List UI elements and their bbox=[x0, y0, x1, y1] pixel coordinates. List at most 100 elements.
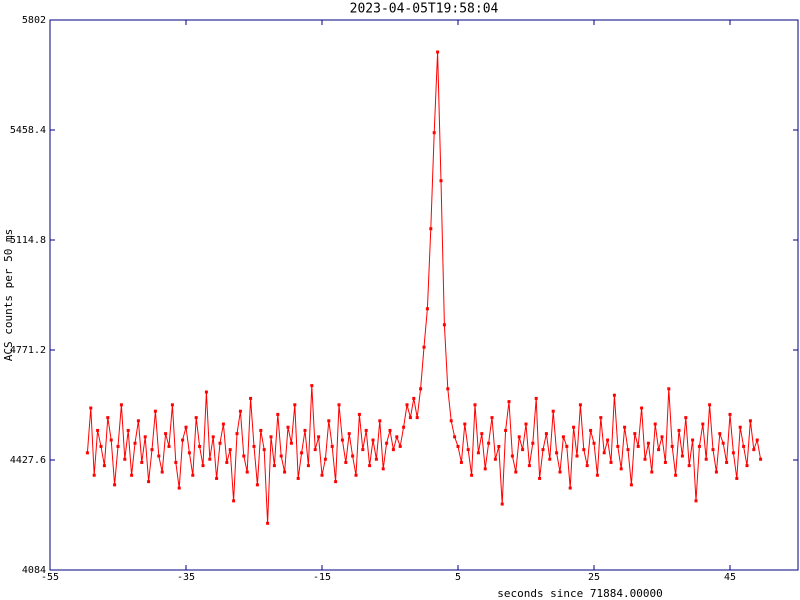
data-point bbox=[463, 422, 467, 426]
data-point bbox=[422, 345, 426, 349]
data-point bbox=[157, 454, 161, 458]
data-point bbox=[412, 396, 416, 400]
data-point bbox=[677, 428, 681, 432]
data-point bbox=[473, 403, 477, 407]
data-point bbox=[589, 428, 593, 432]
data-point bbox=[340, 438, 344, 442]
chart-title: 2023-04-05T19:58:04 bbox=[350, 2, 499, 17]
data-point bbox=[633, 432, 637, 436]
data-point bbox=[755, 438, 759, 442]
data-point bbox=[510, 454, 514, 458]
data-point bbox=[334, 480, 338, 484]
data-point bbox=[170, 403, 174, 407]
data-point bbox=[497, 444, 501, 448]
x-tick-label: -35 bbox=[177, 572, 195, 583]
data-point bbox=[242, 454, 246, 458]
data-point bbox=[143, 435, 147, 439]
data-point bbox=[636, 444, 640, 448]
data-point bbox=[718, 432, 722, 436]
data-point bbox=[330, 444, 334, 448]
data-point bbox=[483, 467, 487, 471]
data-point bbox=[541, 448, 545, 452]
data-point bbox=[361, 448, 365, 452]
data-point bbox=[235, 432, 239, 436]
data-point bbox=[507, 400, 511, 404]
data-point bbox=[470, 473, 474, 477]
data-point bbox=[731, 451, 735, 455]
data-point bbox=[725, 460, 729, 464]
data-point bbox=[449, 419, 453, 423]
data-point bbox=[96, 428, 100, 432]
y-tick-label: 5458.4 bbox=[10, 125, 46, 136]
data-point bbox=[347, 432, 351, 436]
data-point bbox=[544, 432, 548, 436]
data-point bbox=[102, 464, 106, 468]
y-tick-label: 5114.8 bbox=[10, 235, 46, 246]
x-axis-label: seconds since 71884.00000 bbox=[497, 587, 663, 600]
data-point bbox=[565, 444, 569, 448]
data-point bbox=[425, 307, 429, 311]
data-point bbox=[691, 438, 695, 442]
data-point bbox=[708, 403, 712, 407]
data-point bbox=[303, 428, 307, 432]
data-point bbox=[653, 422, 657, 426]
data-point bbox=[130, 473, 134, 477]
data-point bbox=[680, 454, 684, 458]
data-point bbox=[466, 448, 470, 452]
data-point bbox=[534, 396, 538, 400]
data-point bbox=[181, 438, 185, 442]
data-point bbox=[558, 470, 562, 474]
data-point bbox=[92, 473, 96, 477]
data-point bbox=[272, 464, 276, 468]
data-point bbox=[663, 460, 667, 464]
data-point bbox=[106, 416, 110, 420]
data-point bbox=[211, 435, 215, 439]
data-point bbox=[306, 464, 310, 468]
data-point bbox=[728, 412, 732, 416]
data-point bbox=[201, 464, 205, 468]
data-point bbox=[395, 435, 399, 439]
x-tick-label: 25 bbox=[588, 572, 600, 583]
data-point bbox=[752, 448, 756, 452]
data-point bbox=[527, 464, 531, 468]
data-point bbox=[320, 473, 324, 477]
data-point bbox=[759, 457, 763, 461]
data-point bbox=[514, 470, 518, 474]
y-axis-label: ACS counts per 50 ms bbox=[2, 229, 15, 361]
data-point bbox=[385, 441, 389, 445]
data-point bbox=[215, 476, 219, 480]
data-point bbox=[626, 448, 630, 452]
data-point bbox=[184, 425, 188, 429]
data-point bbox=[391, 448, 395, 452]
data-point bbox=[293, 403, 297, 407]
x-tick-label: 45 bbox=[724, 572, 736, 583]
data-point bbox=[133, 441, 137, 445]
data-point bbox=[374, 457, 378, 461]
data-point bbox=[714, 470, 718, 474]
data-point bbox=[711, 448, 715, 452]
x-tick-label: -15 bbox=[313, 572, 331, 583]
data-point bbox=[228, 448, 232, 452]
data-point bbox=[310, 384, 314, 388]
data-point bbox=[371, 438, 375, 442]
data-point bbox=[296, 476, 300, 480]
data-point bbox=[646, 441, 650, 445]
data-point bbox=[337, 403, 341, 407]
data-point bbox=[164, 432, 168, 436]
data-point bbox=[667, 387, 671, 391]
data-point bbox=[738, 425, 742, 429]
data-point bbox=[721, 441, 725, 445]
data-point bbox=[150, 448, 154, 452]
data-point bbox=[517, 435, 521, 439]
data-point bbox=[551, 409, 555, 413]
data-point bbox=[283, 470, 287, 474]
data-point bbox=[415, 416, 419, 420]
data-point bbox=[351, 454, 355, 458]
data-point bbox=[208, 457, 212, 461]
data-point bbox=[123, 457, 127, 461]
data-point bbox=[480, 432, 484, 436]
data-point bbox=[113, 483, 117, 487]
data-point bbox=[136, 419, 140, 423]
data-point bbox=[109, 438, 113, 442]
